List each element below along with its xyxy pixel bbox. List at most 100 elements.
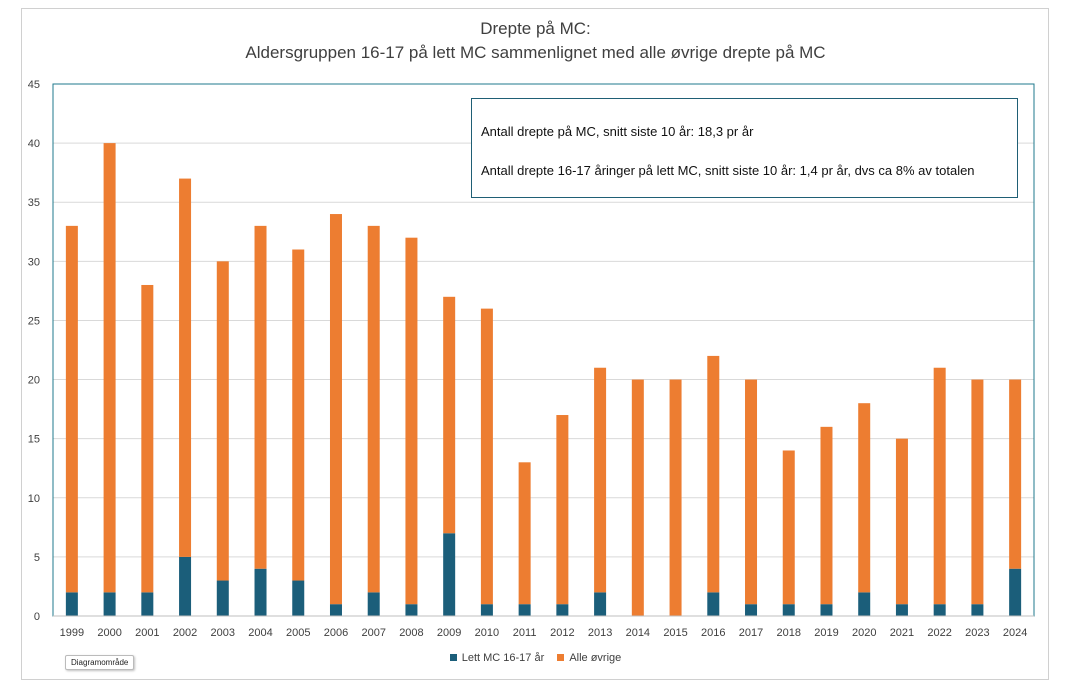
x-tick-label: 2011 — [513, 627, 537, 639]
bar-lett-mc — [103, 592, 116, 616]
legend-item-lett-mc[interactable]: Lett MC 16-17 år — [449, 652, 545, 664]
legend-label-alle-ovrige: Alle øvrige — [569, 652, 622, 664]
bar-alle-ovrige — [858, 403, 871, 593]
bar-lett-mc — [329, 604, 342, 616]
bar-lett-mc — [933, 604, 946, 616]
bar-lett-mc — [707, 592, 720, 616]
bar-alle-ovrige — [631, 379, 644, 616]
bar-alle-ovrige — [179, 178, 192, 557]
bar-alle-ovrige — [556, 415, 569, 605]
bar-alle-ovrige — [594, 367, 607, 593]
bar-lett-mc — [895, 604, 908, 616]
x-tick-label: 2016 — [701, 627, 725, 639]
y-tick-label: 35 — [28, 197, 40, 209]
x-tick-label: 2005 — [286, 627, 310, 639]
bar-lett-mc — [556, 604, 569, 616]
bar-alle-ovrige — [443, 296, 456, 534]
bar-alle-ovrige — [480, 308, 493, 605]
bar-lett-mc — [480, 604, 493, 616]
info-line-average-total: Antall drepte på MC, snitt siste 10 år: … — [481, 124, 754, 139]
legend: Lett MC 16-17 år Alle øvrige — [0, 652, 1071, 664]
y-tick-label: 30 — [28, 256, 40, 268]
bar-lett-mc — [141, 592, 154, 616]
x-tick-label: 2023 — [965, 627, 989, 639]
x-tick-label: 2022 — [927, 627, 951, 639]
x-tick-label: 2001 — [135, 627, 159, 639]
bar-alle-ovrige — [367, 225, 380, 593]
legend-label-lett-mc: Lett MC 16-17 år — [461, 652, 545, 664]
x-tick-label: 2015 — [663, 627, 687, 639]
bar-lett-mc — [782, 604, 795, 616]
x-tick-label: 2006 — [324, 627, 348, 639]
bar-alle-ovrige — [141, 284, 154, 593]
info-text-box: Antall drepte på MC, snitt siste 10 år: … — [471, 98, 1018, 198]
bar-alle-ovrige — [971, 379, 984, 605]
bar-lett-mc — [594, 592, 607, 616]
x-tick-label: 1999 — [60, 627, 84, 639]
bar-alle-ovrige — [820, 426, 833, 605]
legend-item-alle-ovrige[interactable]: Alle øvrige — [557, 652, 621, 664]
bar-alle-ovrige — [216, 261, 229, 581]
bar-alle-ovrige — [405, 237, 418, 605]
y-tick-label: 0 — [34, 611, 40, 623]
y-tick-label: 25 — [28, 315, 40, 327]
bar-lett-mc — [971, 604, 984, 616]
bar-lett-mc — [745, 604, 758, 616]
chart-title-line-2: Aldersgruppen 16-17 på lett MC sammenlig… — [245, 43, 826, 62]
x-tick-label: 2019 — [814, 627, 838, 639]
bar-lett-mc — [820, 604, 833, 616]
bar-lett-mc — [367, 592, 380, 616]
bar-lett-mc — [858, 592, 871, 616]
x-tick-label: 2012 — [550, 627, 574, 639]
x-tick-label: 2013 — [588, 627, 612, 639]
bar-lett-mc — [443, 533, 456, 616]
bar-alle-ovrige — [669, 379, 682, 616]
x-tick-label: 2002 — [173, 627, 197, 639]
y-tick-label: 10 — [28, 493, 40, 505]
bar-lett-mc — [405, 604, 418, 616]
bar-alle-ovrige — [65, 225, 78, 593]
chart-title-line-1: Drepte på MC: — [480, 19, 591, 38]
bar-alle-ovrige — [1009, 379, 1022, 569]
bar-alle-ovrige — [518, 462, 531, 605]
info-line-average-young: Antall drepte 16-17 åringer på lett MC, … — [481, 163, 975, 178]
y-tick-label: 40 — [28, 138, 40, 150]
y-tick-label: 20 — [28, 375, 40, 387]
bar-alle-ovrige — [895, 438, 908, 605]
bar-alle-ovrige — [292, 249, 305, 581]
y-tick-label: 15 — [28, 434, 40, 446]
x-tick-label: 2010 — [475, 627, 499, 639]
bar-lett-mc — [216, 580, 229, 616]
x-tick-label: 2007 — [361, 627, 385, 639]
bar-alle-ovrige — [103, 143, 116, 593]
x-tick-label: 2009 — [437, 627, 461, 639]
x-tick-label: 2014 — [626, 627, 650, 639]
x-tick-label: 2000 — [97, 627, 121, 639]
bar-alle-ovrige — [254, 225, 267, 569]
x-tick-label: 2020 — [852, 627, 876, 639]
bar-lett-mc — [254, 568, 267, 616]
x-tick-label: 2008 — [399, 627, 423, 639]
x-tick-label: 2021 — [890, 627, 914, 639]
legend-swatch-alle-ovrige — [557, 654, 565, 661]
bar-lett-mc — [292, 580, 305, 616]
x-tick-label: 2018 — [777, 627, 801, 639]
bar-alle-ovrige — [745, 379, 758, 605]
chart-title: Drepte på MC: Aldersgruppen 16-17 på let… — [0, 17, 1071, 65]
bar-lett-mc — [518, 604, 531, 616]
bar-lett-mc — [179, 556, 192, 616]
bar-alle-ovrige — [329, 214, 342, 605]
x-tick-label: 2024 — [1003, 627, 1027, 639]
bar-alle-ovrige — [933, 367, 946, 605]
x-tick-label: 2004 — [248, 627, 272, 639]
x-tick-label: 2017 — [739, 627, 763, 639]
y-tick-label: 45 — [28, 79, 40, 91]
bar-lett-mc — [1009, 568, 1022, 616]
bar-alle-ovrige — [782, 450, 795, 605]
x-tick-label: 2003 — [211, 627, 235, 639]
legend-swatch-lett-mc — [449, 654, 457, 661]
y-tick-label: 5 — [34, 552, 40, 564]
bar-lett-mc — [65, 592, 78, 616]
chart-area-tooltip: Diagramområde — [65, 655, 135, 670]
